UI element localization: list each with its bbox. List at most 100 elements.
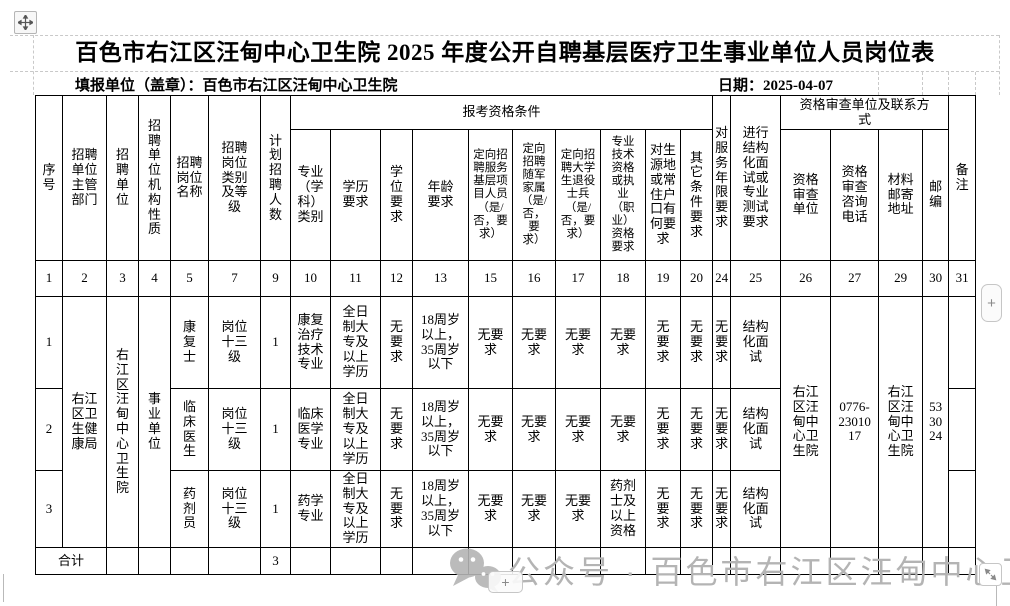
cell-degree-label: 无要求 bbox=[389, 406, 403, 451]
header-grassroots: 定向招聘服务基层项目人员（是/否，要求） bbox=[468, 129, 513, 261]
cell-residence: 无要求 bbox=[645, 388, 681, 471]
total-empty-cell bbox=[512, 547, 556, 576]
cell-post-label: 临床医生 bbox=[182, 398, 196, 459]
header-veteran-student-label: 定向招聘大学生退役士兵（是/否，要求） bbox=[560, 149, 596, 240]
cell-post-label: 药剂员 bbox=[182, 485, 196, 531]
total-empty-cell bbox=[922, 547, 950, 576]
group-header-review-contact-label: 资格审查单位及联系方式 bbox=[799, 96, 930, 127]
cell-age: 18周岁以上，35周岁以下 bbox=[412, 388, 469, 471]
insert-column-button[interactable]: + bbox=[981, 284, 1002, 322]
cell-interview: 结构化面试 bbox=[730, 296, 782, 389]
cell-grassroots-label: 无要求 bbox=[477, 413, 504, 444]
cell-level: 岗位十三级 bbox=[208, 469, 261, 549]
col-num: 10 bbox=[290, 260, 331, 297]
cell-degree-label: 无要求 bbox=[389, 485, 403, 531]
table-move-handle[interactable] bbox=[14, 11, 37, 34]
cell-degree-label: 无要求 bbox=[389, 319, 403, 364]
header-dept-label: 招聘单位主管部门 bbox=[71, 147, 98, 207]
cell-veteran-student: 无要求 bbox=[555, 388, 601, 471]
table-row: 1 右江区卫生健康局 右江区汪甸中心卫生院 事业单位 康复士 岗位十三级 1 康… bbox=[35, 295, 977, 549]
header-residence-label: 对生源地或常住户口有何要求 bbox=[649, 142, 676, 247]
col-num: 29 bbox=[878, 260, 924, 297]
gridline bbox=[948, 72, 949, 95]
cell-qualification: 无要求 bbox=[600, 388, 646, 471]
header-service-years-label: 对服务年限要求 bbox=[715, 125, 729, 230]
cell-military-family: 无要求 bbox=[512, 388, 556, 471]
cell-qualification: 无要求 bbox=[600, 296, 646, 389]
header-mail-address: 材料邮寄地址 bbox=[878, 129, 924, 261]
table-row: 2 临床医生 岗位十三级 1 临床医学专业 全日制大专及以上学历 无要求 18周… bbox=[35, 388, 977, 471]
total-empty-cell bbox=[679, 547, 714, 576]
info-row: 填报单位（盖章）：百色市右江区汪甸中心卫生院 日期：2025-04-07 bbox=[35, 71, 975, 95]
total-empty-cell bbox=[878, 547, 924, 576]
cell-education: 全日制大专及以上学历 bbox=[330, 469, 381, 549]
cell-review-unit-label: 右江区汪甸中心卫生院 bbox=[792, 384, 819, 459]
col-num: 2 bbox=[62, 260, 107, 297]
header-review-phone: 资格审查咨询电话 bbox=[830, 129, 880, 261]
cell-postcode: 533024 bbox=[922, 295, 950, 549]
cell-military-family-label: 无要求 bbox=[520, 326, 547, 357]
col-num: 15 bbox=[468, 260, 513, 297]
diagonal-resize-icon bbox=[984, 568, 997, 581]
document-title: 百色市右江区汪甸中心卫生院 2025 年度公开自聘基层医疗卫生事业单位人员岗位表 bbox=[75, 40, 935, 65]
col-num: 12 bbox=[380, 260, 413, 297]
cell-interview-label: 结构化面试 bbox=[742, 485, 769, 531]
page-corner-mark bbox=[996, 585, 997, 606]
header-seq: 序号 bbox=[35, 95, 63, 261]
header-grassroots-label: 定向招聘服务基层项目人员（是/否，要求） bbox=[473, 149, 508, 240]
col-num: 24 bbox=[712, 260, 732, 297]
cell-major-label: 药学专业 bbox=[297, 493, 324, 524]
gridline bbox=[922, 72, 923, 95]
cell-mail-address: 右江区汪甸中心卫生院 bbox=[878, 295, 924, 549]
total-count-cell: 3 bbox=[260, 547, 291, 576]
cell-post: 临床医生 bbox=[170, 388, 209, 471]
cell-qualification-label: 药剂士及以上资格 bbox=[609, 478, 636, 538]
cell-residence-label: 无要求 bbox=[656, 319, 670, 364]
cell-count: 1 bbox=[260, 296, 291, 389]
cell-unit-label: 右江区汪甸中心卫生院 bbox=[115, 346, 129, 496]
col-num: 11 bbox=[330, 260, 381, 297]
header-qualification-label: 专业技术资格或执业（职业）资格要求 bbox=[611, 136, 635, 253]
cell-service-years: 无要求 bbox=[712, 296, 732, 389]
header-level: 招聘岗位类别及等级 bbox=[208, 95, 261, 261]
cell-other-label: 无要求 bbox=[690, 485, 704, 531]
cell-qualification-label: 无要求 bbox=[609, 326, 636, 357]
table-row: 3 药剂员 岗位十三级 1 药学专业 全日制大专及以上学历 无要求 18周岁以上… bbox=[35, 469, 977, 549]
cell-veteran-student-label: 无要求 bbox=[564, 326, 591, 357]
col-num: 18 bbox=[600, 260, 646, 297]
gridline bbox=[878, 72, 879, 95]
cell-education: 全日制大专及以上学历 bbox=[330, 296, 381, 389]
header-military-family-label: 定向招聘随军家属（是/否，要求） bbox=[520, 142, 548, 247]
cell-residence: 无要求 bbox=[645, 469, 681, 549]
insert-row-button[interactable]: + bbox=[488, 571, 523, 593]
cell-military-family: 无要求 bbox=[512, 469, 556, 549]
cell-residence-label: 无要求 bbox=[656, 485, 670, 531]
header-review-unit-label: 资格审查单位 bbox=[792, 171, 819, 217]
col-num: 26 bbox=[780, 260, 832, 297]
header-interview-label: 进行结构化面试或专业测试要求 bbox=[742, 125, 769, 230]
cell-review-phone-label: 0776-2301017 bbox=[838, 398, 871, 444]
header-review-phone-label: 资格审查咨询电话 bbox=[841, 164, 868, 224]
col-num: 3 bbox=[106, 260, 139, 297]
header-interview: 进行结构化面试或专业测试要求 bbox=[730, 95, 782, 261]
total-empty-cell bbox=[830, 547, 880, 576]
cell-level-label: 岗位十三级 bbox=[221, 406, 248, 451]
cell-post: 康复士 bbox=[170, 296, 209, 389]
cell-qualification-label: 无要求 bbox=[609, 413, 636, 444]
total-empty-cell bbox=[106, 547, 139, 576]
group-header-qualifications: 报考资格条件 bbox=[289, 95, 714, 130]
col-num: 13 bbox=[412, 260, 469, 297]
header-unit-label: 招聘单位 bbox=[115, 147, 129, 207]
cell-education-label: 全日制大专及以上学历 bbox=[342, 304, 369, 379]
col-num: 9 bbox=[260, 260, 291, 297]
col-num: 20 bbox=[679, 260, 714, 297]
table-resize-handle[interactable] bbox=[979, 563, 1002, 586]
header-review-unit: 资格审查单位 bbox=[780, 129, 832, 261]
cell-residence-label: 无要求 bbox=[656, 406, 670, 451]
col-num: 1 bbox=[35, 260, 63, 297]
cell-grassroots: 无要求 bbox=[468, 296, 513, 389]
text-boundary-mid bbox=[10, 71, 999, 72]
col-num: 25 bbox=[730, 260, 782, 297]
cell-major-label: 康复治疗技术专业 bbox=[297, 311, 324, 372]
col-num: 5 bbox=[170, 260, 209, 297]
